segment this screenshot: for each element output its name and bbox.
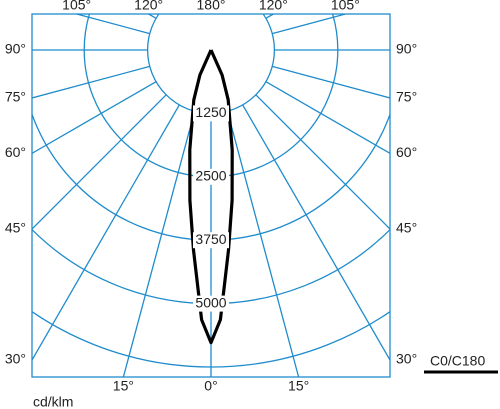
ring-label-bg	[193, 232, 229, 249]
grid-spoke	[32, 94, 167, 230]
grid-spoke	[122, 111, 196, 377]
grid-spoke	[272, 14, 346, 35]
angle-label: 0°	[204, 378, 217, 394]
angle-label: 60°	[5, 144, 26, 160]
grid-spoke	[148, 14, 157, 19]
ring-label-bg	[193, 168, 229, 185]
plot-frame	[31, 13, 391, 378]
ring-label: 3750	[195, 231, 226, 247]
ring-label: 5000	[195, 294, 226, 310]
angle-label: 105°	[62, 0, 91, 13]
ring-label-bg	[193, 295, 229, 312]
grid-spoke	[265, 14, 274, 19]
angle-label: 180°	[197, 0, 226, 13]
polar-grid	[32, 14, 390, 377]
grid-spoke	[226, 111, 300, 377]
unit-label: cd/klm	[33, 394, 73, 409]
grid-spoke	[272, 65, 390, 99]
angle-label: 15°	[113, 378, 134, 394]
angle-label: 30°	[396, 351, 417, 367]
grid-ring	[146, 14, 276, 115]
grid-spoke	[265, 81, 390, 154]
angle-label: 75°	[396, 89, 417, 105]
grid-spoke	[255, 94, 390, 230]
angle-label: 45°	[5, 220, 26, 236]
angle-label: 60°	[396, 144, 417, 160]
ring-label: 2500	[195, 168, 226, 184]
ring-label-bg	[193, 105, 229, 122]
angle-label: 45°	[396, 220, 417, 236]
angle-label: 15°	[288, 378, 309, 394]
grid-spoke	[242, 104, 390, 361]
grid-spoke	[76, 14, 150, 35]
legend-label: C0/C180	[430, 353, 485, 369]
angle-label: 105°	[331, 0, 360, 13]
grid-spoke	[32, 81, 157, 154]
ring-label: 1250	[195, 104, 226, 120]
angle-label: 30°	[5, 351, 26, 367]
grid-ring	[32, 310, 390, 368]
angle-label: 90°	[396, 41, 417, 57]
grid-spoke	[32, 104, 180, 361]
series-layer	[188, 49, 234, 345]
intensity-curve	[188, 49, 234, 345]
angle-label: 120°	[134, 0, 163, 13]
grid-spoke	[32, 65, 150, 99]
angle-label: 90°	[5, 41, 26, 57]
angle-label: 75°	[5, 89, 26, 105]
labels: 105° 120° 180° 120° 105° 90° 75° 60° 45° 30° 90° 75…	[5, 0, 417, 394]
angle-label: 120°	[259, 0, 288, 13]
